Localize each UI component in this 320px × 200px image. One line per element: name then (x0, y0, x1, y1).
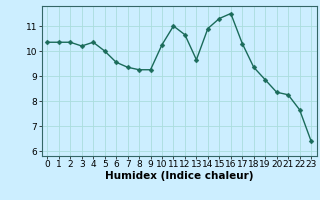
X-axis label: Humidex (Indice chaleur): Humidex (Indice chaleur) (105, 171, 253, 181)
